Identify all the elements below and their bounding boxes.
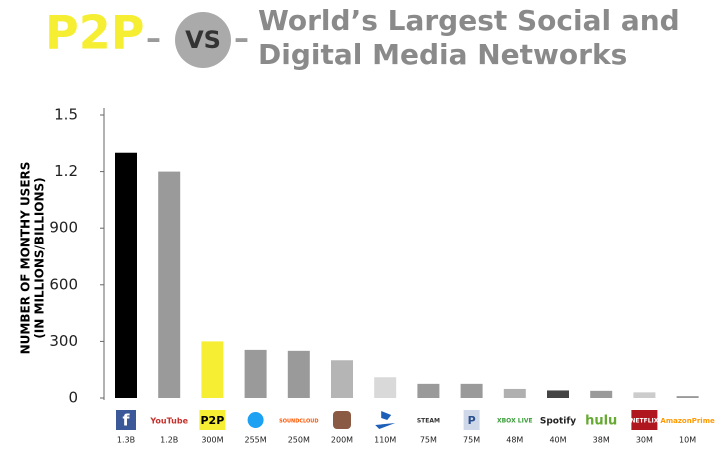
bar — [590, 390, 613, 398]
y-tick-label: 300 — [49, 332, 78, 350]
bar — [374, 377, 397, 398]
logo-icon — [247, 412, 264, 428]
vs-circle — [175, 12, 231, 68]
bar — [331, 360, 353, 398]
value-label: 300M — [201, 436, 223, 445]
y-tick-label: 1.5 — [54, 106, 78, 124]
bar — [633, 392, 656, 398]
p2p-title: P2P — [45, 6, 144, 60]
x-tick-label: P2P — [201, 414, 225, 427]
logo-icon — [333, 411, 351, 429]
x-tick-label: f — [123, 411, 131, 430]
dash: – — [146, 22, 161, 57]
x-tick-label: Spotify — [540, 417, 576, 427]
y-tick-label: 1.2 — [54, 162, 78, 180]
title-line: Digital Media Networks — [258, 38, 627, 71]
value-label: 1.3B — [117, 436, 135, 445]
x-tick-label: STEAM — [417, 418, 440, 425]
bar — [547, 390, 569, 398]
value-label: 48M — [506, 436, 523, 445]
value-label: 10M — [679, 436, 696, 445]
bar — [676, 396, 699, 398]
value-label: 1.2B — [160, 436, 178, 445]
x-tick-label: hulu — [585, 414, 617, 429]
logo-bg — [463, 410, 480, 430]
x-tick-label: XBOX LIVE — [497, 418, 533, 425]
logo-bg — [199, 410, 226, 430]
bar — [244, 349, 267, 398]
logo-icon — [375, 411, 396, 429]
bar — [201, 341, 224, 398]
logo-bg — [631, 410, 658, 430]
bar — [460, 383, 483, 398]
value-label: 200M — [331, 436, 353, 445]
value-label: 40M — [549, 436, 566, 445]
x-tick-label: SOUNDCLOUD — [279, 419, 318, 425]
value-label: 75M — [420, 436, 437, 445]
value-label: 255M — [245, 436, 267, 445]
bar — [158, 171, 181, 398]
title-line: World’s Largest Social and — [258, 4, 680, 37]
bar — [503, 388, 526, 398]
logo-bg — [116, 410, 136, 430]
bar — [287, 350, 310, 398]
x-tick-label: AmazonPrime — [660, 417, 715, 425]
value-label: 30M — [636, 436, 653, 445]
value-label: 75M — [463, 436, 480, 445]
dash: – — [234, 22, 249, 57]
value-label: 38M — [593, 436, 610, 445]
x-tick-label: P — [468, 414, 476, 427]
y-axis-label: NUMBER OF MONTHY USERS — [19, 162, 33, 355]
value-label: 110M — [374, 436, 396, 445]
bar — [115, 152, 137, 398]
y-tick-label: 600 — [49, 275, 78, 293]
bar — [417, 383, 440, 398]
y-axis-label: (IN MILLIONS/BILLIONS) — [33, 177, 47, 338]
value-label: 250M — [288, 436, 310, 445]
x-tick-label: NETFLIX — [630, 418, 658, 425]
x-tick-label: YouTube — [149, 417, 188, 426]
y-tick-label: 900 — [49, 219, 78, 237]
y-tick-label: 0 — [68, 389, 78, 407]
vs-text: VS — [185, 26, 221, 54]
